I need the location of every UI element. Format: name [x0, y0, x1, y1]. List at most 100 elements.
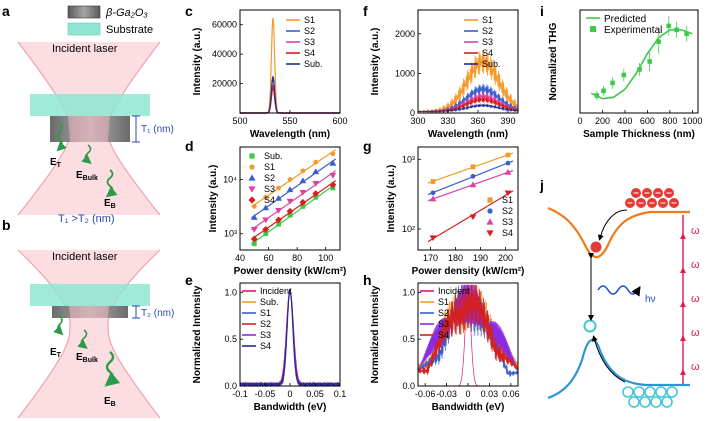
data-point-s2	[430, 190, 436, 196]
series-line-s1	[240, 18, 340, 114]
pump-markers	[680, 233, 686, 375]
x-axis-label: Bandwidth (eV)	[254, 402, 327, 413]
data-point-s1	[263, 194, 269, 200]
legend-ga2o3-label: β-Ga₂O₃	[105, 7, 148, 19]
x-tick-label: 0	[287, 389, 292, 399]
y-tick-label: 0	[410, 108, 415, 118]
photon-wave	[597, 285, 641, 297]
data-point-s2	[275, 194, 282, 201]
legend-label: Sub.	[264, 151, 283, 161]
data-point-s1	[276, 185, 281, 191]
focus-region-b	[69, 306, 109, 318]
y-tick-label: 2000	[395, 29, 415, 39]
y-tick-label: 0.5	[224, 334, 237, 344]
predicted-line	[590, 29, 693, 100]
series-line-s1	[239, 290, 341, 388]
legend-marker	[248, 186, 256, 193]
x-tick-label: 330	[440, 116, 455, 126]
data-point-sub	[276, 221, 281, 227]
plot-frame	[579, 9, 699, 114]
y-tick-label: 40000	[212, 49, 237, 59]
omega-labels: ω ω ω ω ω	[691, 225, 700, 373]
x-tick-label: 60	[264, 253, 274, 263]
panel-label-b: b	[2, 217, 11, 233]
hole	[655, 386, 667, 398]
pump-arrowhead	[680, 267, 686, 273]
legend-label: S4	[482, 48, 493, 58]
series-line-s2	[239, 289, 341, 388]
series-line-s3	[239, 290, 341, 388]
fit-line-s1	[427, 152, 514, 184]
data-point-s3	[286, 198, 294, 205]
data-point-s3	[429, 195, 437, 202]
electron-trapped	[590, 241, 602, 253]
x-tick-label: 0.06	[502, 389, 520, 399]
panel-label-c: c	[185, 3, 193, 19]
y-axis-label: Intensity (a.u.)	[386, 165, 397, 233]
substrate-b	[30, 284, 150, 306]
photon-label: hν	[645, 294, 656, 305]
experimental-point	[684, 31, 690, 37]
chart-f: 300 330 360 390 0 1000 2000 Wavelength (nm) Inte…	[370, 9, 519, 140]
legend-label: S2	[264, 173, 275, 183]
panel-label-d: d	[185, 138, 194, 154]
x-axis-label: Power density (kW/cm²)	[234, 266, 347, 277]
y-tick-label: 1.0	[224, 287, 237, 297]
data-point-s3	[329, 172, 337, 179]
ebulk-wave-b	[77, 329, 88, 350]
legend-label: S1	[482, 15, 493, 25]
legend-marker	[487, 208, 493, 214]
fit-line-s4	[427, 190, 514, 243]
y-tick-label: 1.0	[402, 287, 415, 297]
hole	[661, 396, 673, 408]
data-point-s2	[250, 214, 258, 220]
hole	[644, 386, 656, 398]
x-axis-label: Power density (kW/cm²)	[412, 266, 525, 277]
x-tick-label: 200	[595, 116, 610, 126]
hole-cluster	[622, 386, 678, 408]
experimental-point	[647, 59, 652, 64]
hole	[650, 396, 662, 408]
experimental-point	[594, 93, 600, 98]
legend-substrate-swatch	[67, 22, 101, 36]
panel-label-g: g	[363, 138, 372, 154]
legend-label: S1	[304, 15, 315, 25]
x-axis-label: Sample Thickness (nm)	[583, 129, 695, 140]
legend-label: S3	[438, 319, 449, 329]
series-line-sub	[239, 290, 341, 388]
series-line-sub	[240, 76, 340, 114]
et-label-b: ET	[50, 347, 62, 359]
legend-marker	[249, 153, 255, 159]
t-compare-label: T₁ >T₂ (nm)	[58, 213, 115, 225]
legend-label: S1	[502, 195, 513, 205]
legend-label: Sub.	[304, 59, 323, 69]
series-line-s4	[239, 289, 341, 388]
x-axis-label: Wavelength (nm)	[428, 129, 508, 140]
y-axis-label: Normalized Intensity	[370, 285, 381, 383]
legend-marker	[248, 196, 256, 204]
y-tick-label: 20000	[212, 79, 237, 89]
et-label-a: ET	[50, 157, 62, 169]
y-tick-label: 0.0	[402, 381, 415, 391]
substrate-a	[30, 94, 150, 116]
x-tick-label: 170	[423, 253, 438, 263]
data-point-s1	[430, 179, 436, 184]
pump-arrowhead	[680, 301, 686, 307]
experimental-point	[601, 88, 606, 94]
omega-label: ω	[691, 327, 700, 339]
data-point-s1	[251, 203, 257, 209]
experimental-point	[674, 27, 679, 33]
data-point-s4	[312, 190, 320, 198]
hole-trapped	[583, 319, 597, 333]
omega-label: ω	[691, 361, 700, 373]
eb-wave-b	[104, 351, 121, 387]
legend-ga2o3-swatch	[67, 5, 101, 19]
x-tick-label: 190	[473, 253, 488, 263]
legend-label: Incident	[438, 286, 470, 296]
x-tick-label: 400	[617, 116, 632, 126]
y-tick-label: 10⁴	[223, 175, 237, 185]
t2-label: T₂ (nm)	[141, 308, 174, 319]
x-tick-label: 360	[470, 116, 485, 126]
schematic-b: T₁ >T₂ (nm) Incident laser T₂ (nm) ET EB…	[17, 213, 174, 419]
